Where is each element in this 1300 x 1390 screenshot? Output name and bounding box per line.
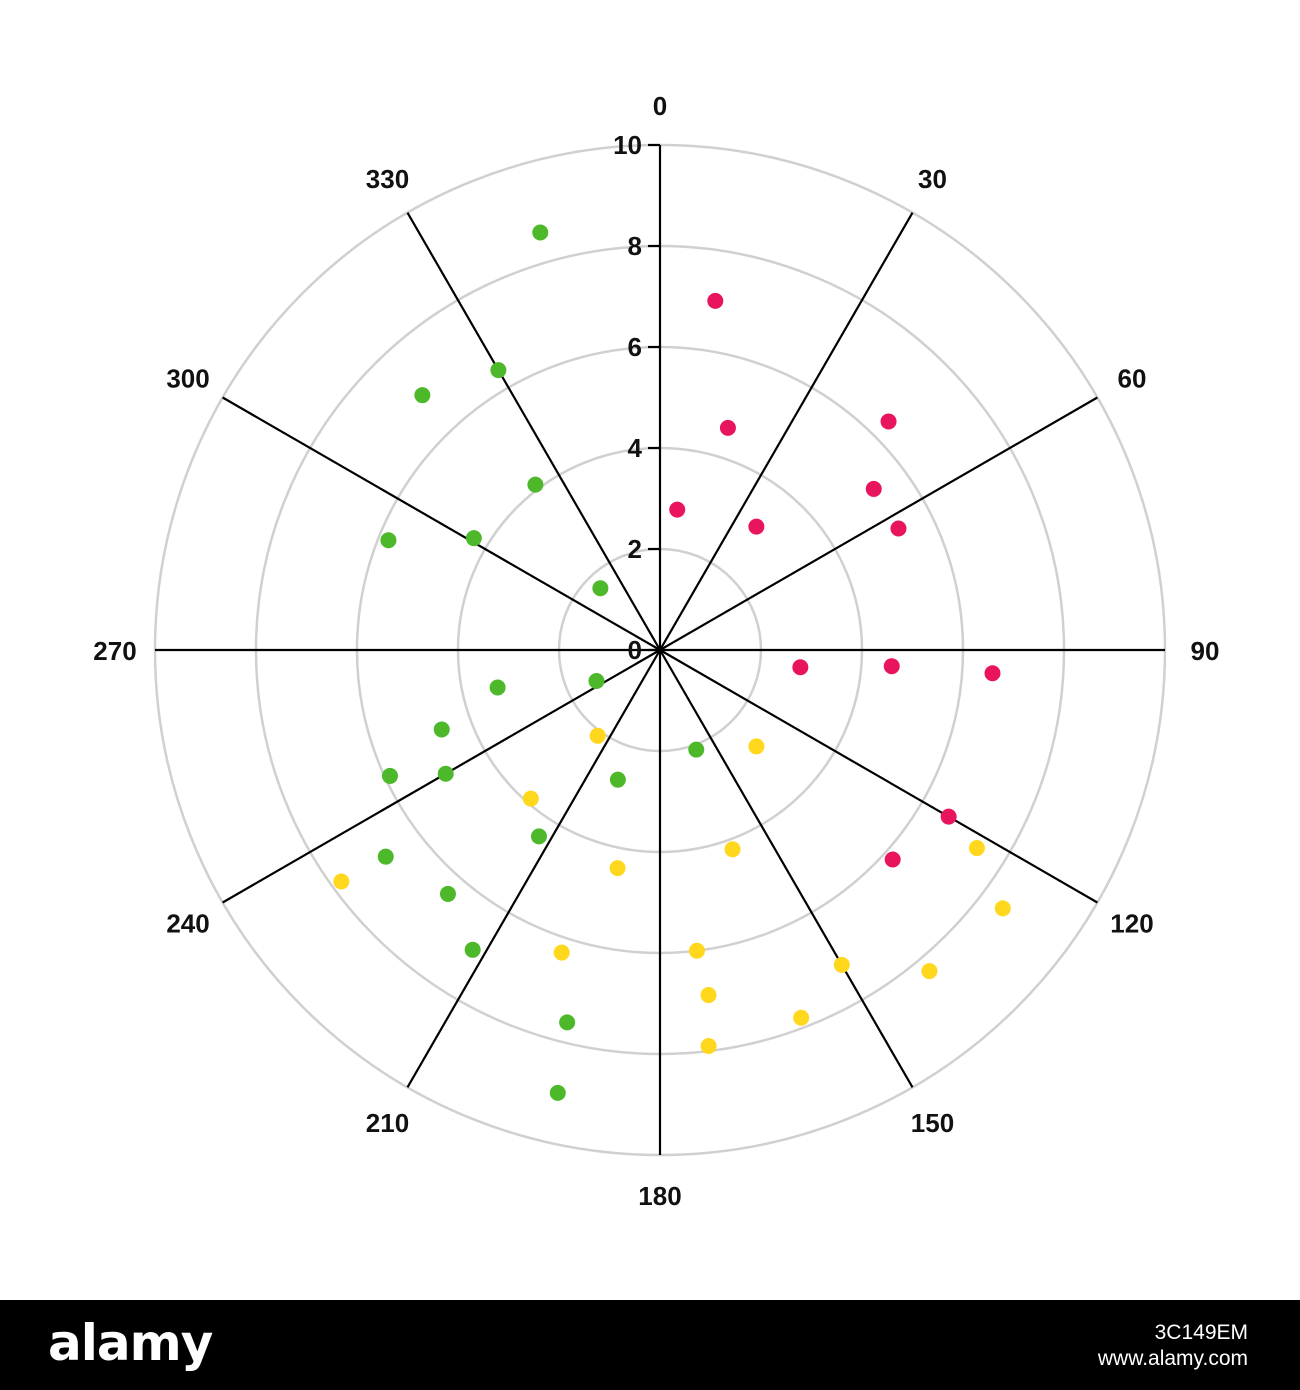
footer-meta: 3C149EM www.alamy.com [1098,1320,1248,1372]
data-point [381,767,398,784]
radial-tick-label-8: 8 [628,231,642,261]
data-points [333,224,1011,1101]
data-point [890,520,907,537]
angle-label-30: 30 [918,164,947,194]
data-point [490,362,507,379]
data-point [549,1084,566,1101]
data-point [792,659,809,676]
data-point [921,963,938,980]
data-point [592,580,609,597]
radial-tick-label-6: 6 [628,332,642,362]
data-point [465,530,482,547]
data-point [527,476,544,493]
polar-scatter-chart: 0 2 4 6 8 10 0 30 60 90 120 150 180 210 240 270 300 330 [93,91,1219,1211]
angular-spokes [155,145,1165,1155]
data-point [437,765,454,782]
spoke-300 [222,396,661,651]
data-point [377,848,394,865]
data-point [414,387,431,404]
data-point [700,1037,717,1054]
data-point [489,679,506,696]
data-point [984,665,1001,682]
data-point [719,419,736,436]
radial-tick-label-2: 2 [628,534,642,564]
spoke-150 [659,649,914,1088]
data-point [609,860,626,877]
data-point [793,1009,810,1026]
data-point [880,413,897,430]
spoke-210 [406,649,661,1088]
angle-label-240: 240 [166,909,209,939]
data-point [589,727,606,744]
data-point [553,944,570,961]
spoke-60 [659,396,1098,651]
radial-axis: 0 2 4 6 8 10 [613,130,660,665]
data-point [748,518,765,535]
data-point [669,501,686,518]
angle-label-0: 0 [653,91,667,121]
data-point [968,840,985,857]
data-point [748,738,765,755]
angle-label-120: 120 [1110,909,1153,939]
data-point [724,841,741,858]
angle-label-270: 270 [93,636,136,666]
angle-label-180: 180 [638,1181,681,1211]
data-point [380,532,397,549]
data-point [700,987,717,1004]
data-point [707,292,724,309]
data-point [833,956,850,973]
radial-tick-label-0: 0 [628,635,642,665]
angle-label-330: 330 [366,164,409,194]
radial-tick-label-4: 4 [628,433,643,463]
data-point [433,721,450,738]
data-point [333,873,350,890]
data-point [532,224,549,241]
data-point [884,851,901,868]
data-point [522,790,539,807]
site-url: www.alamy.com [1097,1347,1248,1370]
angle-label-60: 60 [1118,364,1147,394]
spoke-120 [659,649,1098,904]
angle-label-210: 210 [366,1108,409,1138]
data-point [994,900,1011,917]
data-point [464,941,481,958]
footer-bar: alamy 3C149EM www.alamy.com [0,1300,1300,1390]
angle-label-150: 150 [911,1108,954,1138]
alamy-logo: alamy [48,1314,213,1372]
data-point [865,480,882,497]
data-point [688,942,705,959]
data-point [439,885,456,902]
angle-label-90: 90 [1191,636,1220,666]
data-point [530,828,547,845]
image-id: 3C149EM [1154,1321,1248,1344]
spoke-330 [406,212,661,651]
data-point [609,771,626,788]
data-point [940,808,957,825]
data-point [588,672,605,689]
data-point [883,658,900,675]
spoke-30 [659,212,914,651]
radial-tick-label-10: 10 [613,130,642,160]
data-point [559,1014,576,1031]
data-point [688,741,705,758]
angle-label-300: 300 [166,364,209,394]
